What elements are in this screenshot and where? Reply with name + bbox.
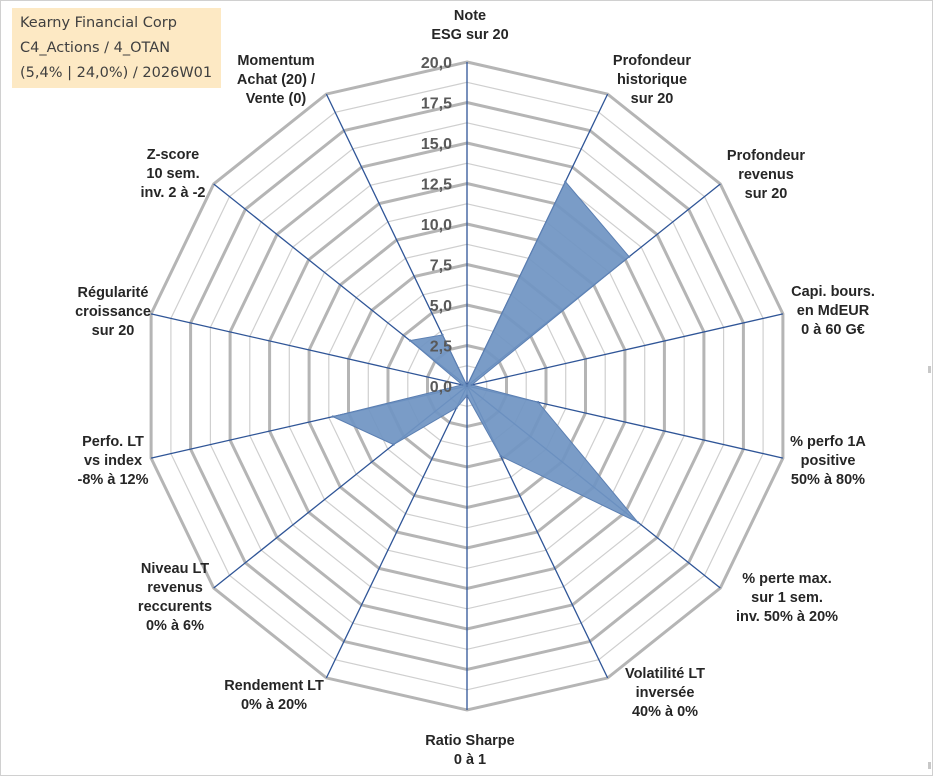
- axis-label: Niveau LT revenus reccurents 0% à 6%: [138, 561, 212, 634]
- scroll-marker: [928, 366, 931, 373]
- axis-label-line: % perfo 1A: [790, 434, 866, 450]
- axis-label-line: sur 1 sem.: [751, 590, 823, 606]
- axis-label-line: Régularité: [78, 285, 149, 301]
- company-name: Kearny Financial Corp: [20, 15, 177, 31]
- axis-label-line: Profondeur: [613, 53, 691, 69]
- axis-label-line: positive: [801, 453, 856, 469]
- axis-label: Note ESG sur 20: [431, 8, 508, 43]
- scroll-marker: [928, 762, 931, 769]
- chart-title-box: Kearny Financial Corp C4_Actions / 4_OTA…: [12, 8, 221, 88]
- data-point: [470, 383, 473, 387]
- tick-label: 0,0: [430, 379, 452, 396]
- axis-label-line: ESG sur 20: [431, 27, 508, 43]
- spoke-line: [325, 385, 468, 679]
- axis-label-line: inv. 2 à -2: [140, 185, 205, 201]
- data-point: [455, 406, 458, 410]
- axis-label-line: sur 20: [631, 91, 674, 107]
- axis-label: % perfo 1A positive 50% à 80%: [790, 434, 866, 488]
- axis-label: Perfo. LT vs index -8% à 12%: [78, 434, 149, 488]
- data-point: [636, 521, 640, 524]
- axis-label-line: Z-score: [147, 147, 199, 163]
- axis-label-line: reccurents: [138, 599, 212, 615]
- axis-label: Régularité croissance sur 20: [75, 285, 151, 339]
- axis-label-line: Volatilité LT: [625, 666, 705, 682]
- axis-label-line: Perfo. LT: [82, 434, 144, 450]
- data-point: [536, 401, 540, 404]
- axis-label-line: Momentum: [237, 53, 314, 69]
- data-point: [392, 443, 395, 446]
- axis-label: Volatilité LT inversée 40% à 0%: [625, 666, 705, 720]
- axis-label-line: 50% à 80%: [791, 472, 865, 488]
- data-point: [564, 180, 567, 183]
- axis-label: Capi. bours. en MdEUR 0 à 60 G€: [791, 284, 875, 338]
- axis-label-line: sur 20: [92, 323, 135, 339]
- axis-label-line: % perte max.: [742, 571, 831, 587]
- axis-label-line: Ratio Sharpe: [425, 733, 514, 749]
- radial-axis-ticks: 0,0 2,5 5,0 7,5 10,0 12,5 15,0 17,5 20,0: [421, 55, 452, 396]
- spoke-line: [150, 313, 468, 387]
- axis-label-line: 0 à 1: [454, 752, 486, 768]
- tick-label: 17,5: [421, 96, 452, 113]
- axis-label-line: inversée: [636, 685, 695, 701]
- tick-label: 7,5: [430, 258, 452, 275]
- axis-label-line: sur 20: [745, 186, 788, 202]
- axis-label: Profondeur revenus sur 20: [727, 148, 805, 202]
- axis-label-line: vs index: [84, 453, 142, 469]
- axis-label-line: historique: [617, 72, 687, 88]
- axis-label-line: 0% à 20%: [241, 697, 307, 713]
- data-point: [331, 415, 334, 418]
- tick-label: 2,5: [430, 339, 452, 356]
- axis-label-line: Capi. bours.: [791, 284, 875, 300]
- tick-label: 10,0: [421, 217, 452, 234]
- data-point: [441, 333, 444, 337]
- axis-label: Momentum Achat (20) / Vente (0): [237, 53, 315, 107]
- data-point: [408, 339, 412, 342]
- details-line: (5,4% | 24,0%) / 2026W01: [20, 65, 213, 81]
- data-point: [465, 384, 469, 388]
- axis-label-line: inv. 50% à 20%: [736, 609, 838, 625]
- axis-label-line: Note: [454, 8, 486, 24]
- data-point: [499, 454, 502, 458]
- axis-label-line: Vente (0): [246, 91, 307, 107]
- tick-label: 15,0: [421, 136, 452, 153]
- axis-label-line: 0 à 60 G€: [801, 322, 865, 338]
- category-line: C4_Actions / 4_OTAN: [20, 40, 171, 56]
- category-labels: Note ESG sur 20 Profondeur historique sur 20…: [75, 8, 875, 768]
- axis-label-line: Rendement LT: [224, 678, 324, 694]
- axis-label: Profondeur historique sur 20: [613, 53, 691, 107]
- data-point: [627, 255, 631, 258]
- axis-label-line: revenus: [147, 580, 203, 596]
- axis-label-line: 0% à 6%: [146, 618, 204, 634]
- axis-label-line: croissance: [75, 304, 151, 320]
- axis-label-line: en MdEUR: [797, 303, 870, 319]
- data-point: [465, 394, 469, 397]
- data-point: [461, 383, 464, 387]
- axis-label-line: Profondeur: [727, 148, 805, 164]
- axis-label: Ratio Sharpe 0 à 1: [425, 733, 514, 768]
- axis-label: % perte max. sur 1 sem. inv. 50% à 20%: [736, 571, 838, 625]
- axis-label: Z-score 10 sem. inv. 2 à -2: [140, 147, 205, 201]
- radar-series: [331, 180, 640, 524]
- axis-label-line: Achat (20) /: [237, 72, 315, 88]
- spoke-line: [466, 313, 784, 387]
- tick-label: 5,0: [430, 298, 452, 315]
- tick-label: 20,0: [421, 55, 452, 72]
- axis-label-line: 10 sem.: [146, 166, 199, 182]
- axis-label: Rendement LT 0% à 20%: [224, 678, 324, 713]
- axis-label-line: -8% à 12%: [78, 472, 149, 488]
- tick-label: 12,5: [421, 177, 452, 194]
- series-area: [331, 180, 639, 523]
- axis-label-line: Niveau LT: [141, 561, 209, 577]
- axis-label-line: revenus: [738, 167, 794, 183]
- axis-label-line: 40% à 0%: [632, 704, 698, 720]
